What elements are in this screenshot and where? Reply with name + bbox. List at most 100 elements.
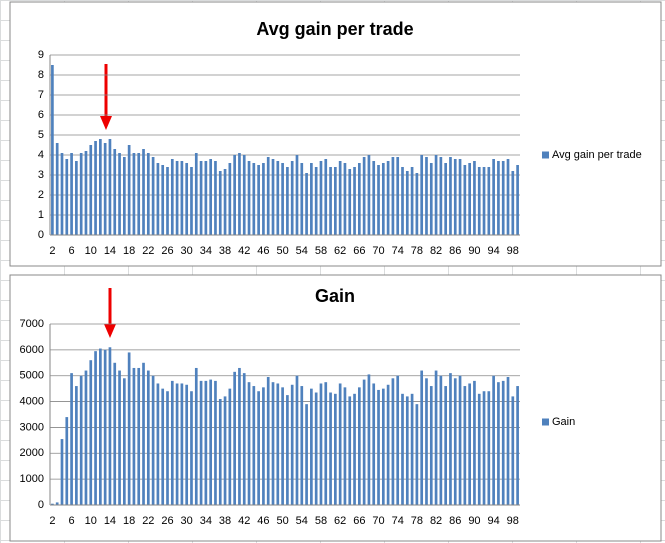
- x-tick-label: 42: [238, 245, 250, 257]
- bar: [262, 387, 265, 505]
- bar: [473, 380, 476, 505]
- bar: [367, 374, 371, 505]
- bar: [453, 378, 457, 505]
- y-tick-label: 1000: [20, 473, 44, 485]
- bar: [468, 163, 471, 235]
- bar: [271, 382, 275, 505]
- x-tick-label: 82: [430, 245, 442, 257]
- bar: [89, 360, 93, 505]
- bar: [511, 396, 515, 505]
- bar: [218, 398, 222, 505]
- legend-label: Gain: [552, 416, 575, 428]
- bar: [444, 163, 448, 235]
- y-tick-label: 0: [38, 499, 44, 511]
- bar: [506, 377, 510, 505]
- x-tick-label: 10: [85, 245, 97, 257]
- bar: [372, 161, 376, 235]
- x-tick-label: 62: [334, 515, 346, 527]
- bar: [185, 384, 189, 505]
- bar: [314, 392, 318, 505]
- bar: [252, 163, 256, 235]
- x-tick-label: 34: [200, 245, 212, 257]
- bar: [305, 173, 308, 235]
- bar: [84, 370, 88, 505]
- bar: [487, 391, 491, 505]
- bar: [137, 153, 141, 235]
- bar: [122, 378, 126, 505]
- y-tick-label: 5000: [20, 370, 44, 382]
- bar: [391, 157, 395, 235]
- x-tick-label: 62: [334, 245, 346, 257]
- bar: [242, 373, 246, 505]
- bar: [161, 388, 165, 505]
- bar: [103, 143, 107, 235]
- bar: [377, 165, 380, 235]
- bar: [377, 389, 380, 505]
- bar: [434, 370, 438, 505]
- bar: [477, 167, 481, 235]
- x-tick-label: 38: [219, 245, 231, 257]
- bar: [108, 347, 112, 505]
- bar: [401, 167, 404, 235]
- bar: [166, 167, 169, 235]
- bar: [516, 165, 519, 235]
- bar: [194, 367, 198, 505]
- x-tick-label: 6: [69, 245, 75, 257]
- bar: [511, 171, 515, 235]
- bar: [233, 371, 236, 505]
- bar: [75, 161, 78, 235]
- bar: [70, 373, 73, 505]
- bar: [444, 386, 448, 505]
- bar: [286, 167, 289, 235]
- bar: [113, 149, 117, 235]
- bar: [468, 383, 471, 505]
- bar: [242, 155, 246, 235]
- x-tick-label: 22: [142, 245, 154, 257]
- bar: [338, 383, 342, 505]
- bar: [161, 165, 165, 235]
- bar: [266, 377, 270, 505]
- bar: [65, 417, 69, 505]
- bar: [190, 167, 193, 235]
- bar: [362, 157, 366, 235]
- bar: [132, 367, 136, 505]
- bar: [353, 167, 356, 235]
- bar: [324, 382, 328, 505]
- bar: [381, 163, 385, 235]
- bar: [166, 391, 169, 505]
- bar: [94, 141, 97, 235]
- x-tick-label: 54: [296, 515, 308, 527]
- bar: [453, 159, 457, 235]
- y-tick-label: 0: [38, 229, 44, 241]
- bar: [362, 379, 366, 505]
- bar: [381, 388, 385, 505]
- bar: [405, 396, 409, 505]
- bar: [487, 167, 491, 235]
- bar: [386, 161, 390, 235]
- bar: [185, 163, 189, 235]
- bar: [209, 379, 213, 505]
- bar: [175, 161, 179, 235]
- bar: [300, 163, 304, 235]
- bar: [118, 370, 121, 505]
- bar: [506, 159, 510, 235]
- legend-label: Avg gain per trade: [552, 149, 642, 161]
- bar: [99, 139, 102, 235]
- bar: [84, 151, 88, 235]
- y-tick-label: 3: [38, 169, 44, 181]
- bar: [329, 167, 332, 235]
- bar: [281, 387, 284, 505]
- bar: [391, 378, 395, 505]
- bar: [70, 153, 73, 235]
- bar: [357, 163, 361, 235]
- bar: [425, 378, 428, 505]
- bar: [343, 387, 347, 505]
- legend-swatch: [542, 151, 549, 159]
- bar: [353, 393, 356, 505]
- bar: [410, 393, 414, 505]
- bar: [449, 373, 452, 505]
- bar: [295, 155, 299, 235]
- bar: [122, 157, 126, 235]
- bar: [146, 153, 150, 235]
- bar: [439, 157, 443, 235]
